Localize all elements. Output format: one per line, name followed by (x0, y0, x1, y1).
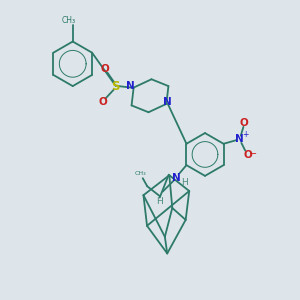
Text: H: H (181, 178, 188, 188)
Text: +: + (242, 130, 248, 139)
Text: O: O (239, 118, 248, 128)
Text: O: O (243, 150, 252, 160)
Text: O: O (101, 64, 110, 74)
Text: O: O (98, 97, 107, 107)
Text: N: N (236, 134, 244, 144)
Text: N: N (164, 98, 172, 107)
Text: CH₃: CH₃ (135, 171, 146, 176)
Text: N: N (126, 81, 135, 91)
Text: −: − (250, 148, 258, 159)
Text: S: S (112, 80, 120, 93)
Text: H: H (156, 197, 163, 206)
Text: N: N (172, 172, 180, 183)
Text: CH₃: CH₃ (61, 16, 75, 25)
